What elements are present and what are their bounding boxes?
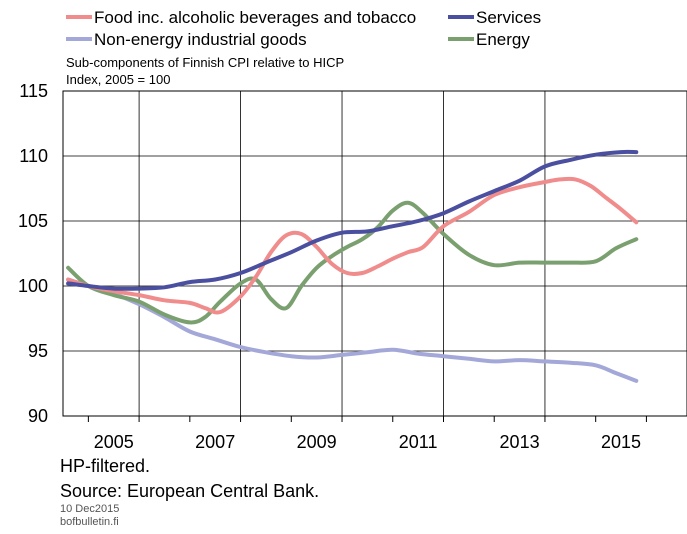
legend-label: Services bbox=[476, 8, 541, 27]
x-tick-label: 2015 bbox=[601, 432, 641, 452]
plot-border bbox=[62, 90, 687, 417]
y-tick-label: 90 bbox=[28, 406, 48, 426]
series-line-non-energy-industrial-goods bbox=[66, 277, 639, 383]
plot-lines bbox=[66, 149, 639, 383]
y-tick-label: 95 bbox=[28, 341, 48, 361]
y-axis-label: Index, 2005 = 100 bbox=[66, 72, 170, 87]
y-tick-label: 105 bbox=[18, 211, 48, 231]
x-tick-label: 2011 bbox=[399, 432, 438, 452]
x-tick-label: 2013 bbox=[500, 432, 540, 452]
series-line-energy bbox=[66, 200, 639, 325]
series-line-food-inc-alcoholic-beverages-and-tobacco bbox=[66, 176, 639, 315]
legend-label: Food inc. alcoholic beverages and tobacc… bbox=[94, 8, 416, 27]
series-line-services bbox=[66, 149, 639, 291]
y-tick-label: 115 bbox=[19, 81, 48, 101]
legend-label: Non-energy industrial goods bbox=[94, 30, 307, 49]
website-url: bofbulletin.fi bbox=[60, 516, 119, 528]
y-axis-ticks: 115 110 105 100 95 90 bbox=[18, 81, 48, 426]
gridlines bbox=[63, 91, 687, 416]
chart-subtitle: Sub-components of Finnish CPI relative t… bbox=[66, 55, 344, 70]
x-tick-label: 2007 bbox=[195, 432, 235, 452]
x-axis-ticks: 2005 2007 2009 2011 2013 2015 bbox=[87, 416, 647, 452]
publication-date: 10 Dec2015 bbox=[60, 503, 120, 515]
y-tick-label: 110 bbox=[19, 146, 48, 166]
y-tick-label: 100 bbox=[18, 276, 48, 296]
x-tick-label: 2009 bbox=[297, 432, 337, 452]
footnote: HP-filtered. bbox=[60, 456, 151, 476]
legend: Food inc. alcoholic beverages and tobacc… bbox=[66, 8, 541, 49]
x-tick-label: 2005 bbox=[94, 432, 134, 452]
source-note: Source: European Central Bank. bbox=[60, 481, 320, 501]
legend-label: Energy bbox=[476, 30, 530, 49]
